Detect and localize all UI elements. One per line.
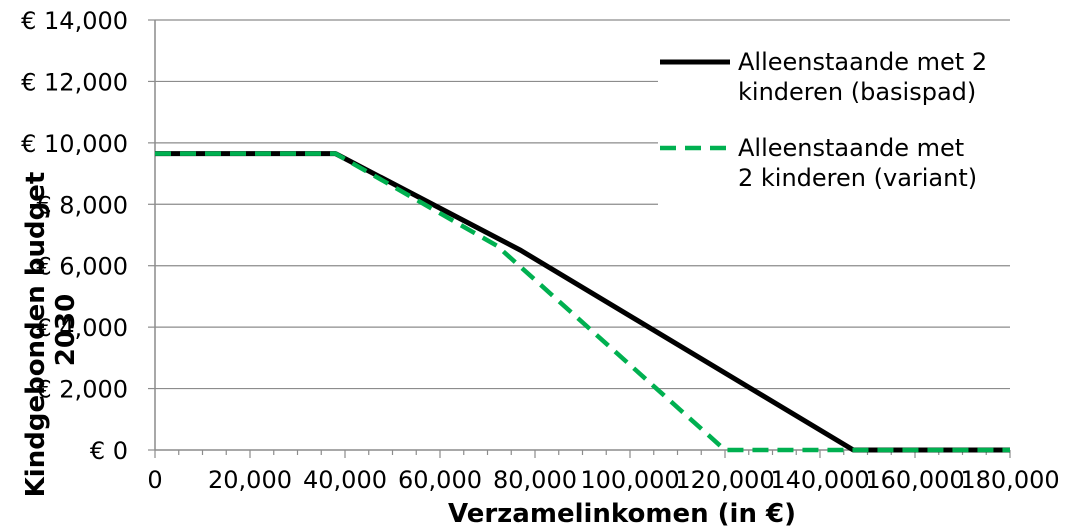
legend-label-1-line-0: Alleenstaande met xyxy=(738,134,964,162)
y-axis-title-line-1: Kindgebonden budget xyxy=(21,172,51,498)
tick-labels: € 0 € 2,000 € 4,000 € 6,000 € 8,000 € 10,000 €… xyxy=(21,7,1060,494)
x-tick-label-7: 140,000 xyxy=(770,466,869,494)
y-tick-label-7: € 14,000 xyxy=(21,7,128,35)
x-tick-label-9: 180,000 xyxy=(960,466,1059,494)
x-tick-label-6: 120,000 xyxy=(675,466,774,494)
x-tick-label-4: 80,000 xyxy=(493,466,577,494)
x-tick-label-3: 60,000 xyxy=(398,466,482,494)
gridlines xyxy=(155,19,1010,390)
legend-background xyxy=(658,38,1018,208)
x-tick-label-8: 160,000 xyxy=(865,466,964,494)
y-tick-label-0: € 0 xyxy=(90,437,128,465)
x-tick-label-0: 0 xyxy=(147,466,162,494)
y-tick-label-1: € 2,000 xyxy=(36,376,128,404)
x-tick-label-2: 40,000 xyxy=(303,466,387,494)
y-tick-label-3: € 6,000 xyxy=(36,253,128,281)
x-tick-label-5: 100,000 xyxy=(580,466,679,494)
y-tick-label-5: € 10,000 xyxy=(21,130,128,158)
y-tick-label-4: € 8,000 xyxy=(36,191,128,219)
y-axis-title-line-2: 2030 xyxy=(51,294,81,366)
x-axis-title: Verzamelinkomen (in €) xyxy=(448,499,796,528)
y-tick-label-2: € 4,000 xyxy=(36,314,128,342)
y-tick-label-6: € 12,000 xyxy=(21,68,128,96)
series-lines xyxy=(155,151,1010,453)
legend-label-0-line-0: Alleenstaande met 2 xyxy=(738,48,987,76)
legend-label-1-line-1: 2 kinderen (variant) xyxy=(738,164,977,192)
legend-label-0-line-1: kinderen (basispad) xyxy=(738,78,976,106)
x-tick-label-1: 20,000 xyxy=(208,466,292,494)
y-axis-title: Kindgebonden budget 2030 xyxy=(21,163,81,498)
